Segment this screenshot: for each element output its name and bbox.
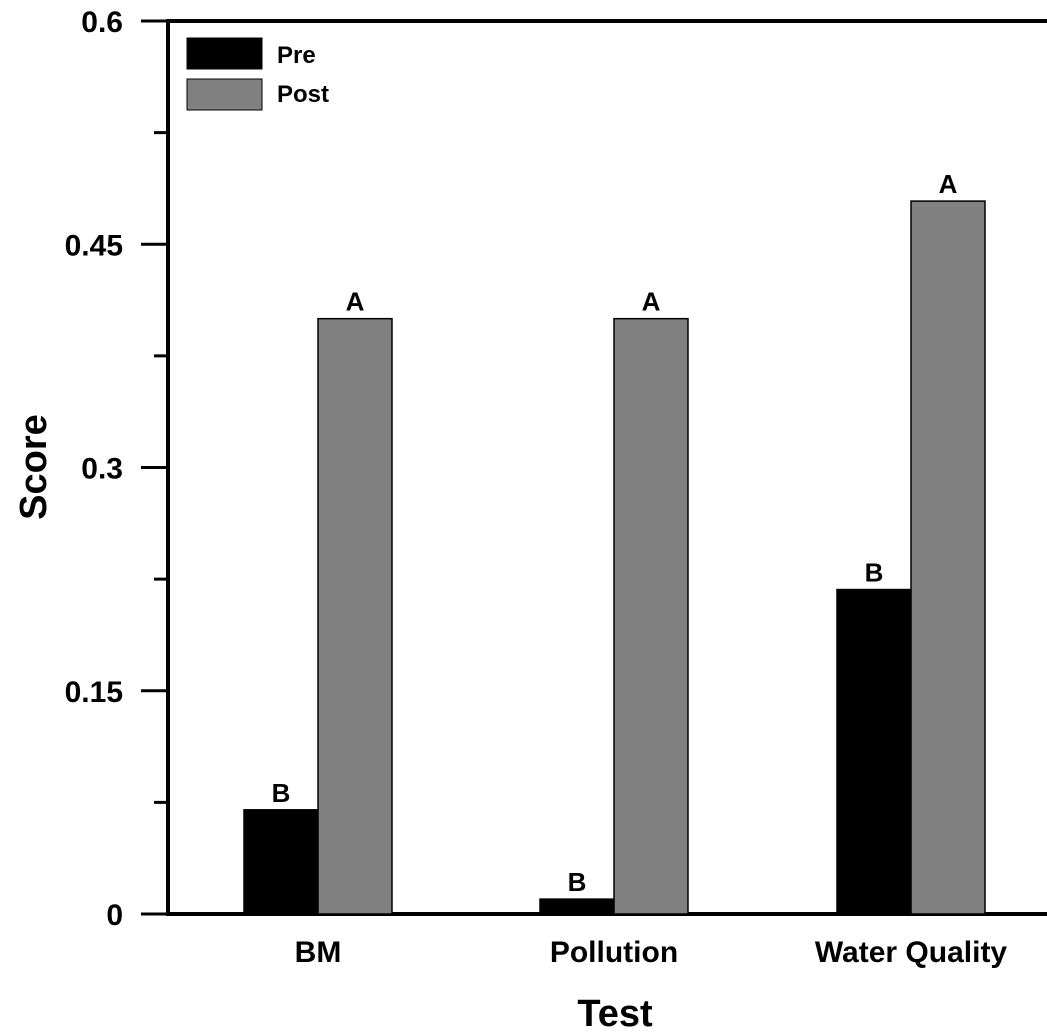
x-tick-label: Water Quality <box>815 936 1008 969</box>
bar-pre <box>836 588 912 915</box>
y-tick-label: 0.3 <box>81 453 123 486</box>
data-label-pre: B <box>568 867 587 897</box>
legend-label-post: Post <box>277 81 329 108</box>
data-label-pre: B <box>865 558 884 588</box>
bar-pre <box>539 898 615 915</box>
bar-post <box>910 200 986 915</box>
x-axis-title: Test <box>577 993 653 1033</box>
data-label-post: A <box>642 287 661 317</box>
legend-label-pre: Pre <box>277 42 316 69</box>
plot-area: 0 0.15 0.3 0.45 0.6 B A BM B A Pollution B A Water Qu… <box>65 6 1047 969</box>
data-label-post: A <box>346 287 365 317</box>
y-tick-label: 0.45 <box>65 229 123 262</box>
legend: Pre Post <box>186 37 329 111</box>
legend-swatch-post <box>186 78 263 111</box>
data-label-pre: B <box>272 778 291 808</box>
data-label-post: A <box>939 169 958 199</box>
legend-swatch-pre <box>186 37 263 70</box>
bar-pre <box>243 809 319 915</box>
bar-post <box>317 317 393 915</box>
y-axis-title: Score <box>13 414 55 520</box>
y-tick-label: 0 <box>106 899 123 932</box>
x-tick-label: BM <box>295 936 342 969</box>
y-tick-label: 0.15 <box>65 676 123 709</box>
bar-post <box>613 317 689 915</box>
x-tick-label: Pollution <box>550 936 678 969</box>
y-tick-label: 0.6 <box>81 6 123 39</box>
